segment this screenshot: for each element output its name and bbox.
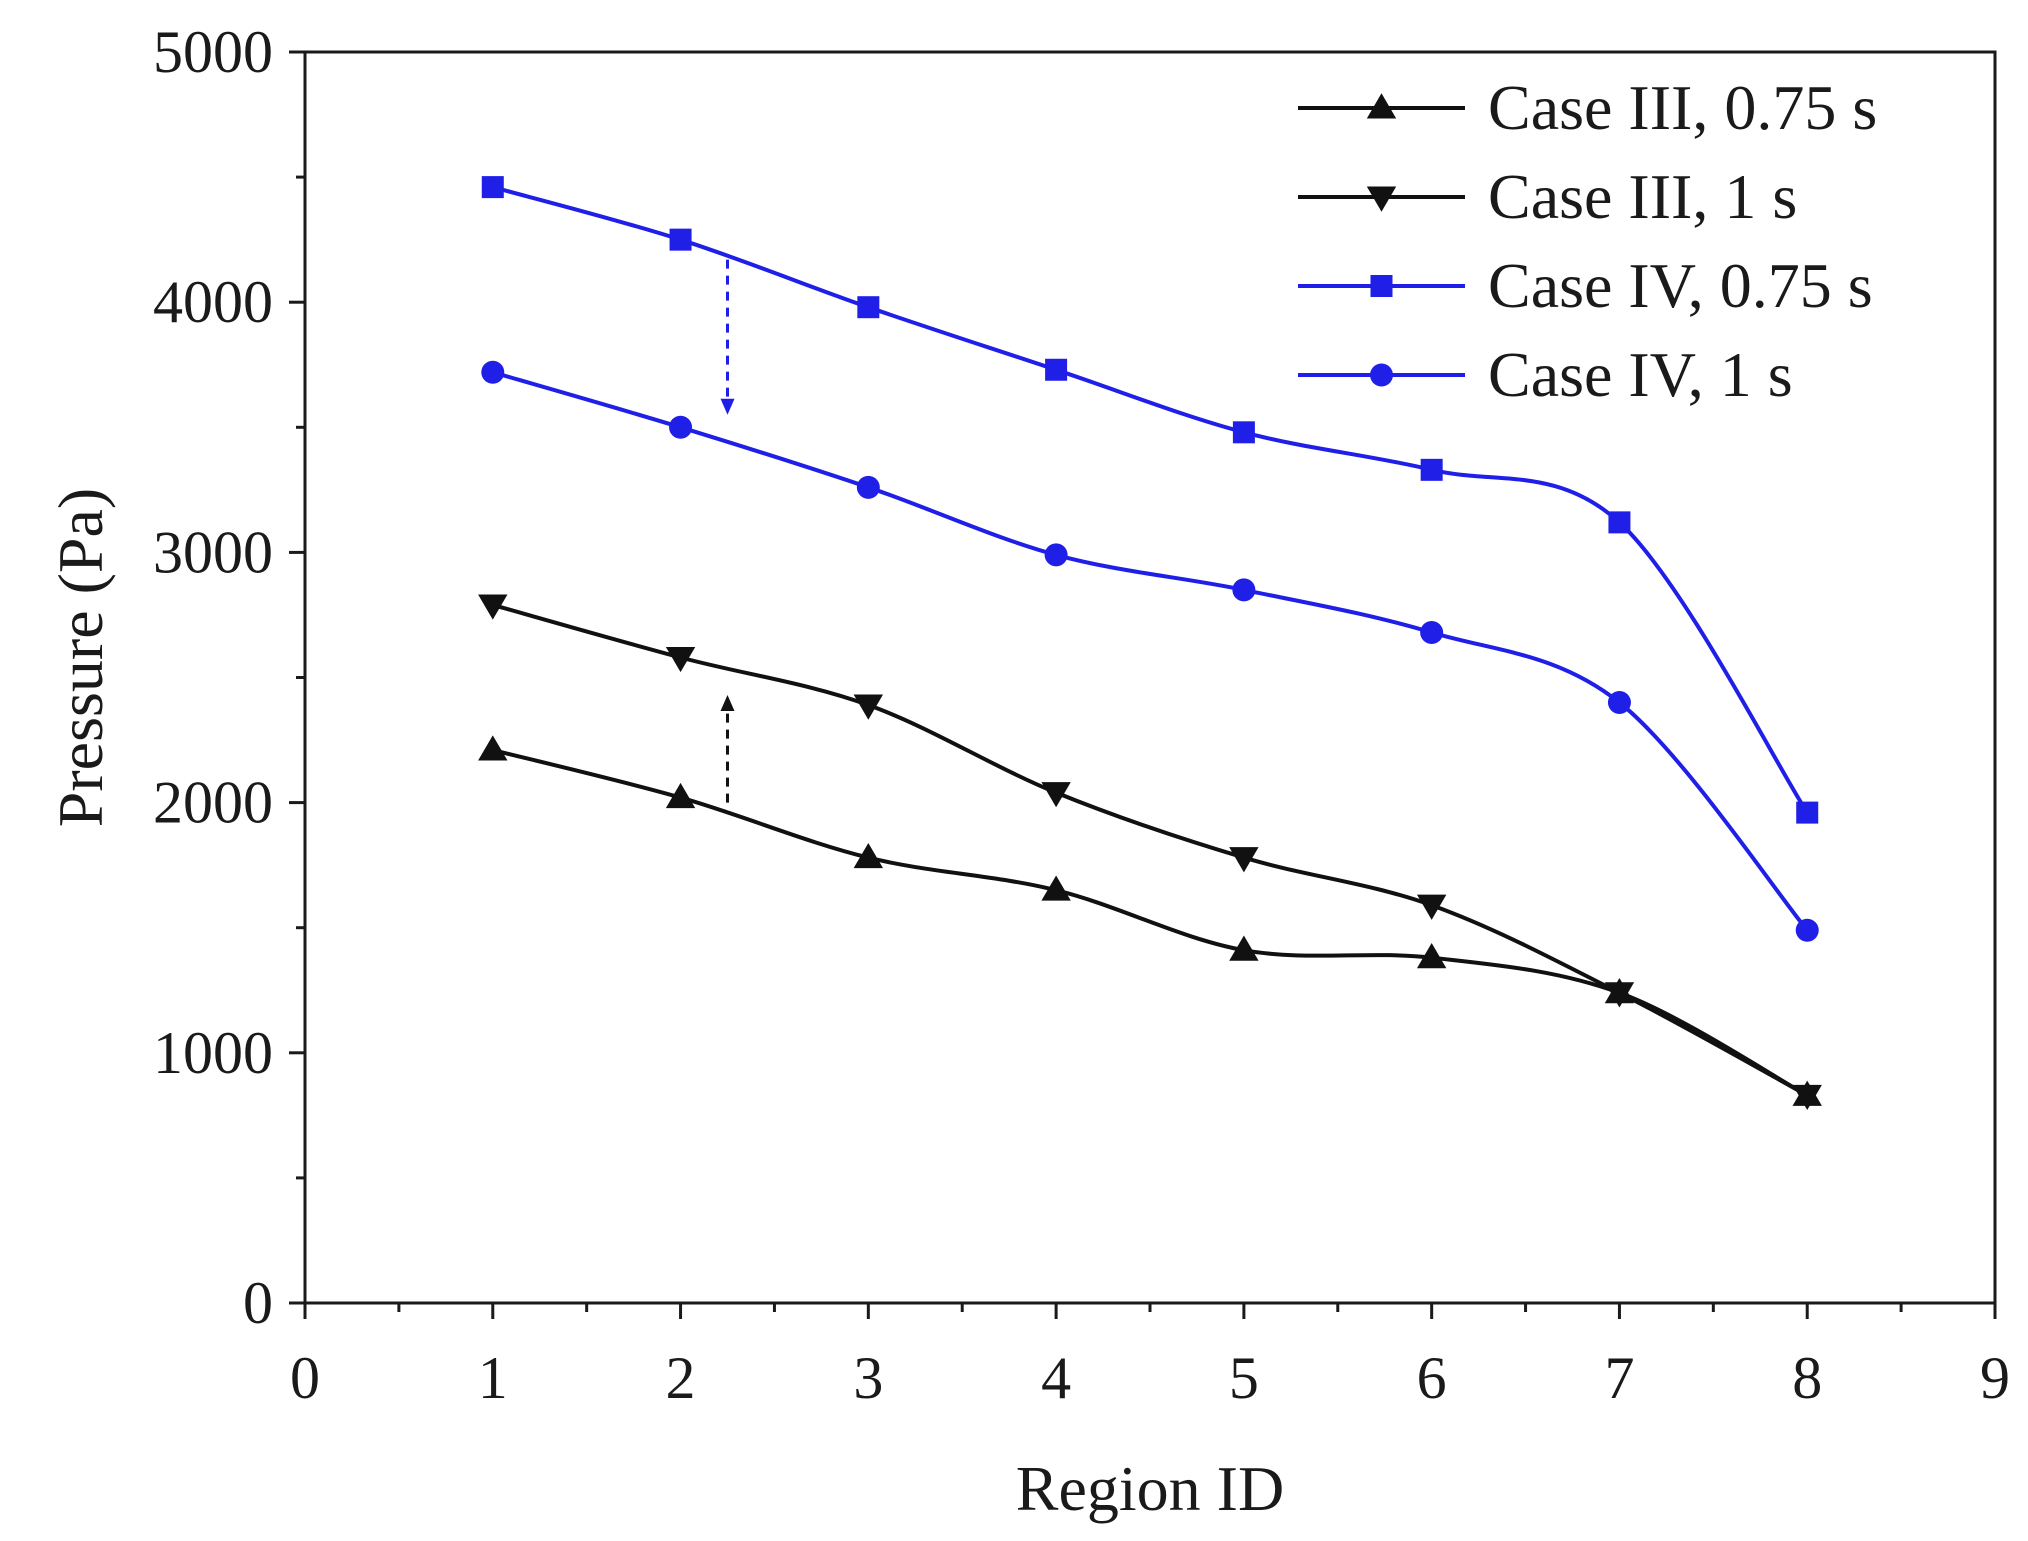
legend-label: Case IV, 1 s: [1488, 339, 1793, 410]
legend-marker: [1370, 363, 1393, 387]
series-markers: [478, 176, 1822, 1111]
legend-marker: [1366, 186, 1397, 212]
data-point: [669, 415, 693, 439]
y-axis-title: Pressure (Pa): [45, 488, 116, 827]
series-line: [492, 748, 1809, 1098]
data-point: [857, 296, 880, 319]
legend-item: Case IV, 1 s: [1298, 339, 1793, 410]
data-point: [1041, 782, 1071, 808]
data-point: [1608, 511, 1631, 534]
data-point: [853, 842, 884, 869]
legend-marker: [1370, 275, 1393, 297]
x-tick-label: 9: [1980, 1345, 2010, 1411]
data-point: [1041, 875, 1071, 901]
annotations: [720, 259, 735, 803]
x-tick-label: 4: [1041, 1345, 1071, 1411]
data-point: [1604, 982, 1635, 1008]
y-tick-label: 1000: [153, 1020, 273, 1086]
legend-item: Case III, 1 s: [1298, 161, 1797, 232]
series-line: [492, 602, 1809, 1098]
data-point: [1229, 935, 1259, 961]
data-point: [1420, 620, 1444, 644]
data-point: [1229, 847, 1259, 873]
data-point: [481, 176, 504, 199]
data-point: [1796, 801, 1819, 824]
legend: Case III, 0.75 s Case III, 1 s Case IV, 0.…: [1298, 72, 1877, 410]
x-tick-label: 6: [1417, 1345, 1447, 1411]
legend-label: Case IV, 0.75 s: [1488, 250, 1873, 321]
data-point: [1232, 578, 1256, 602]
x-tick-label: 1: [478, 1345, 508, 1411]
legend-item: Case IV, 0.75 s: [1298, 250, 1873, 321]
data-point: [1795, 918, 1819, 942]
data-point: [856, 475, 880, 499]
legend-label: Case III, 1 s: [1488, 161, 1797, 232]
data-point: [665, 782, 696, 809]
x-tick-label: 8: [1792, 1345, 1822, 1411]
data-point: [1792, 1084, 1822, 1111]
data-point: [1416, 943, 1447, 969]
arrow-head: [720, 398, 735, 415]
data-point: [481, 360, 505, 384]
data-point: [478, 735, 508, 761]
arrow-head: [720, 695, 735, 712]
legend-label: Case III, 0.75 s: [1488, 72, 1877, 143]
data-point: [669, 228, 692, 251]
data-point: [853, 694, 884, 720]
x-tick-label: 2: [666, 1345, 696, 1411]
x-tick-label: 0: [290, 1345, 320, 1411]
data-point: [1420, 458, 1443, 481]
y-tick-label: 4000: [153, 269, 273, 335]
series-lines: [492, 185, 1809, 1098]
y-tick-label: 5000: [153, 19, 273, 85]
ticks-layer: 0 1 2 3 4 5 6 7 8 9 0 1000 2000 3000 4000 5000: [153, 19, 2010, 1411]
x-tick-label: 3: [853, 1345, 883, 1411]
data-point: [1607, 691, 1631, 715]
data-point: [1044, 543, 1068, 567]
y-tick-label: 2000: [153, 770, 273, 836]
plot-frame: [303, 50, 1997, 1305]
x-axis-title: Region ID: [1016, 1453, 1284, 1524]
data-point: [1416, 894, 1447, 920]
data-point: [1232, 421, 1255, 444]
y-tick-label: 0: [243, 1270, 273, 1336]
data-point: [478, 594, 508, 620]
legend-item: Case III, 0.75 s: [1298, 72, 1877, 143]
y-tick-label: 3000: [153, 519, 273, 585]
x-tick-label: 7: [1604, 1345, 1634, 1411]
data-point: [665, 646, 696, 673]
data-point: [1045, 358, 1068, 381]
legend-marker: [1366, 93, 1397, 119]
x-tick-label: 5: [1229, 1345, 1259, 1411]
